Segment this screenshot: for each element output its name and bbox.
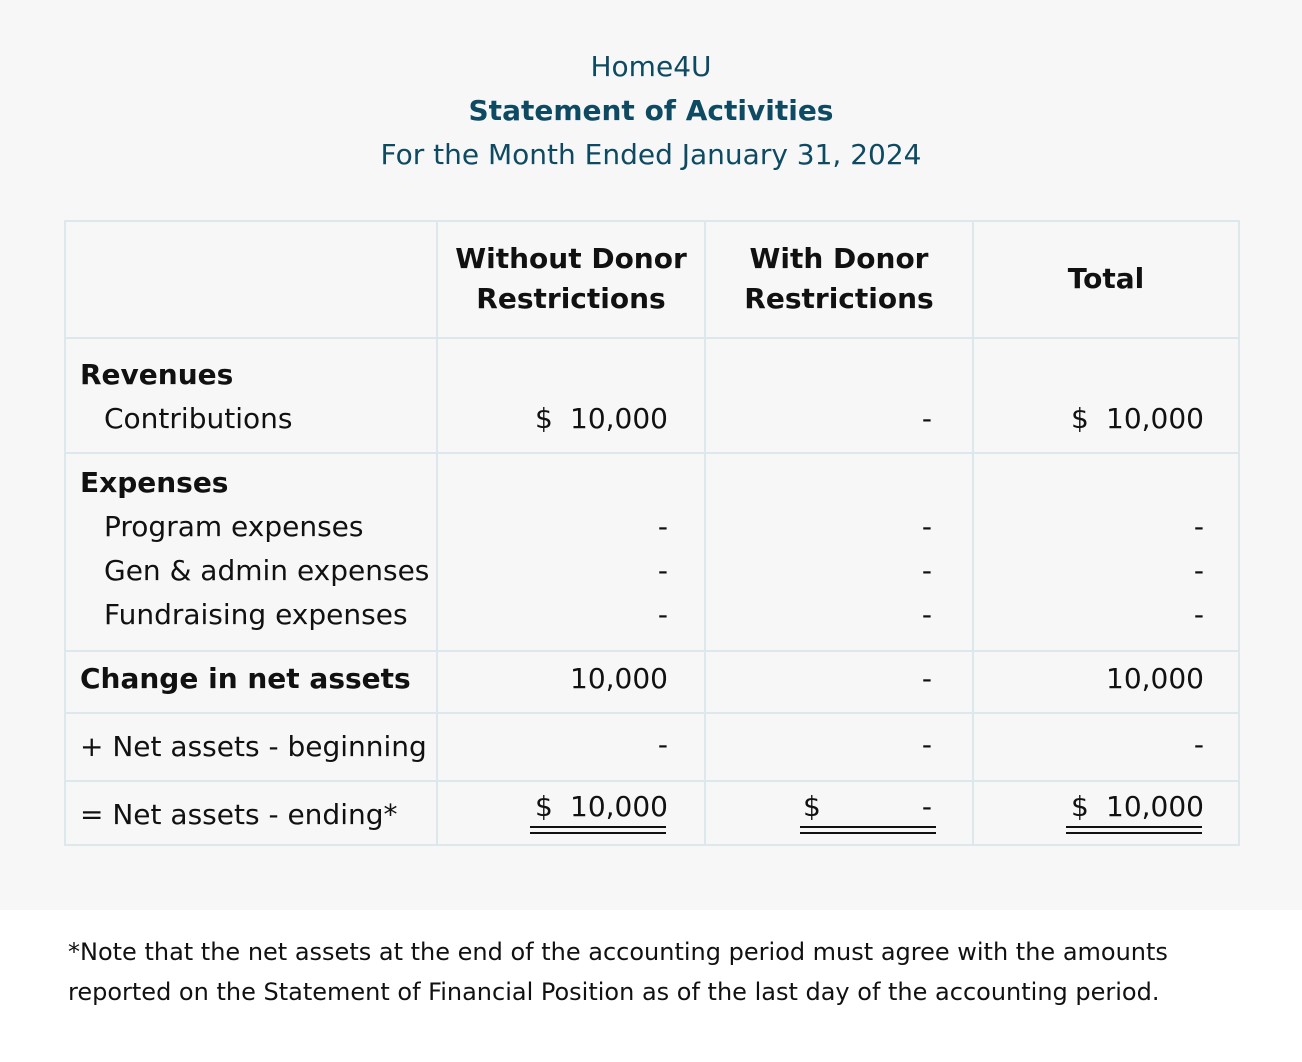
column-divider [704, 220, 706, 846]
currency-symbol: $ [535, 790, 553, 823]
statement-title: Statement of Activities [468, 94, 834, 127]
net-assets-ending-total: 10,000 [1106, 790, 1204, 823]
row-divider [64, 780, 1240, 782]
expenses-heading: Expenses [80, 466, 229, 499]
net-assets-beginning-with: - [921, 728, 932, 761]
fundraising-expenses-without: - [657, 598, 668, 631]
contributions-with: - [921, 402, 932, 435]
gen-admin-expenses-total: - [1193, 554, 1204, 587]
contributions-without: 10,000 [570, 402, 668, 435]
change-in-net-assets-label: Change in net assets [80, 662, 411, 695]
organization-name: Home4U [590, 50, 712, 83]
revenues-heading: Revenues [80, 358, 234, 391]
currency-symbol: $ [803, 790, 821, 823]
currency-symbol: $ [1071, 790, 1089, 823]
column-header-with-donor: With Donor Restrictions [706, 220, 972, 338]
net-assets-ending-label: = Net assets - ending* [80, 798, 398, 831]
double-underline [530, 826, 666, 834]
change-in-net-assets-total: 10,000 [1106, 662, 1204, 695]
program-expenses-label: Program expenses [104, 510, 364, 543]
footnote: *Note that the net assets at the end of … [68, 938, 1168, 1006]
double-underline [800, 826, 936, 834]
double-underline [1066, 826, 1202, 834]
fundraising-expenses-total: - [1193, 598, 1204, 631]
row-divider [64, 650, 1240, 652]
contributions-total: 10,000 [1106, 402, 1204, 435]
net-assets-beginning-without: - [657, 728, 668, 761]
column-header-line: With Donor [749, 242, 929, 275]
column-header-total: Total [974, 220, 1238, 338]
column-header-line: Restrictions [476, 282, 666, 315]
row-divider [64, 337, 1240, 339]
fundraising-expenses-with: - [921, 598, 932, 631]
change-in-net-assets-with: - [921, 662, 932, 695]
program-expenses-total: - [1193, 510, 1204, 543]
net-assets-beginning-total: - [1193, 728, 1204, 761]
gen-admin-expenses-with: - [921, 554, 932, 587]
column-header-line: Without Donor [455, 242, 687, 275]
net-assets-ending-without: 10,000 [570, 790, 668, 823]
currency-symbol: $ [1071, 402, 1089, 435]
row-divider [64, 452, 1240, 454]
statement-period: For the Month Ended January 31, 2024 [380, 138, 922, 171]
column-header-without-donor: Without Donor Restrictions [438, 220, 704, 338]
row-divider [64, 712, 1240, 714]
contributions-label: Contributions [104, 402, 293, 435]
fundraising-expenses-label: Fundraising expenses [104, 598, 408, 631]
column-header-line: Total [1067, 262, 1145, 295]
column-header-line: Restrictions [744, 282, 934, 315]
net-assets-beginning-label: + Net assets - beginning [80, 730, 427, 763]
statement-table [64, 220, 1240, 846]
gen-admin-expenses-without: - [657, 554, 668, 587]
net-assets-ending-with: - [921, 790, 932, 823]
gen-admin-expenses-label: Gen & admin expenses [104, 554, 430, 587]
change-in-net-assets-without: 10,000 [570, 662, 668, 695]
column-divider [972, 220, 974, 846]
program-expenses-without: - [657, 510, 668, 543]
program-expenses-with: - [921, 510, 932, 543]
column-divider [436, 220, 438, 846]
currency-symbol: $ [535, 402, 553, 435]
